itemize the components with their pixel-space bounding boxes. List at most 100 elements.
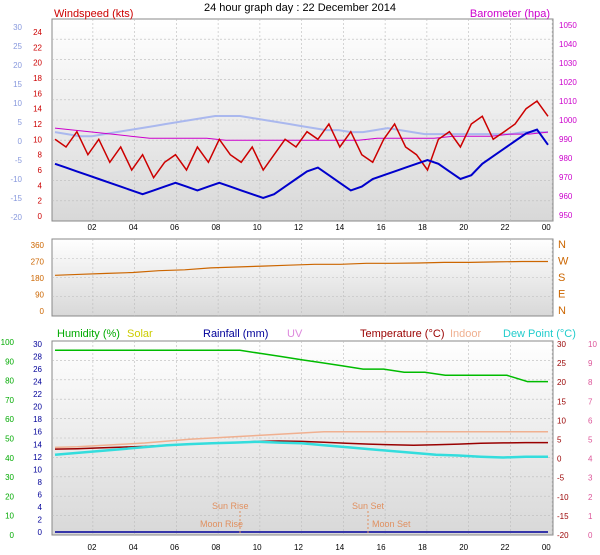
windspeed-tick: 24 (33, 28, 42, 37)
time-tick: 16 (377, 543, 386, 552)
windspeed-tick: 6 (38, 166, 43, 175)
rainfall-tick: 22 (33, 390, 42, 399)
rainfall-tick: 16 (33, 428, 42, 437)
time-tick: 06 (170, 223, 179, 232)
time-tick: 08 (211, 543, 220, 552)
humidity-tick: 0 (10, 531, 15, 540)
windspeed-tick: 14 (33, 105, 42, 114)
uv-tick: 9 (588, 359, 593, 368)
outer-left-tick: -5 (15, 156, 23, 165)
uv-tick: 7 (588, 397, 593, 406)
time-tick: 18 (418, 223, 427, 232)
legend-dewpoint: Dew Point (°C) (503, 328, 576, 340)
time-tick: 02 (88, 223, 97, 232)
outer-left-tick: 30 (13, 23, 22, 32)
compass-tick: W (558, 256, 569, 268)
temperature-tick: 15 (557, 397, 566, 406)
uv-tick: 2 (588, 493, 593, 502)
barometer-tick: 980 (559, 154, 573, 163)
rainfall-tick: 28 (33, 353, 42, 362)
barometer-tick: 1010 (559, 97, 577, 106)
barometer-tick: 1050 (559, 21, 577, 30)
uv-tick: 10 (588, 340, 597, 349)
rainfall-tick: 10 (33, 465, 42, 474)
humidity-tick: 60 (5, 415, 14, 424)
direction-tick: 360 (31, 241, 45, 250)
barometer-tick: 1030 (559, 59, 577, 68)
time-tick: 08 (211, 223, 220, 232)
indoor-line (54, 430, 548, 449)
direction-tick: 270 (31, 258, 45, 267)
barometer-tick: 960 (559, 192, 573, 201)
time-tick: 18 (418, 543, 427, 552)
windspeed-tick: 4 (38, 181, 43, 190)
rainfall-tick: 8 (38, 478, 43, 487)
uv-tick: 3 (588, 474, 593, 483)
time-tick: 12 (294, 543, 303, 552)
legend-solar: Solar (127, 328, 153, 340)
time-tick: 00 (542, 223, 551, 232)
gust-line (54, 128, 549, 200)
rainfall-tick: 30 (33, 340, 42, 349)
windspeed-tick: 8 (38, 151, 43, 160)
time-tick: 10 (253, 223, 262, 232)
windspeed-tick: 0 (38, 212, 43, 221)
humidity-tick: 40 (5, 454, 14, 463)
time-tick: 22 (501, 223, 510, 232)
temperature-tick: 10 (557, 416, 566, 425)
outer-left-tick: 10 (13, 99, 22, 108)
barometer-tick: 990 (559, 135, 573, 144)
legend-temperature: Temperature (°C) (360, 328, 444, 340)
moon-rise-label: Moon Rise (200, 519, 243, 529)
barometer-tick: 950 (559, 211, 573, 220)
windspeed-axis-label: Windspeed (kts) (54, 8, 133, 20)
temperature-tick: 0 (557, 455, 562, 464)
temperature-tick: -10 (557, 493, 569, 502)
barometer-tick: 1020 (559, 78, 577, 87)
time-tick: 00 (542, 543, 551, 552)
humidity-tick: 90 (5, 357, 14, 366)
barometer-tick: 1000 (559, 116, 577, 125)
moon-set-label: Moon Set (372, 519, 411, 529)
outer-left-tick: 15 (13, 80, 22, 89)
windspeed-tick: 16 (33, 89, 42, 98)
sun-set-label: Sun Set (352, 501, 385, 511)
windspeed-tick: 12 (33, 120, 42, 129)
windspeed-tick: 2 (38, 197, 43, 206)
direction-tick: 0 (40, 307, 45, 316)
outer-left-tick: 25 (13, 42, 22, 51)
time-tick: 14 (335, 543, 344, 552)
rainfall-tick: 20 (33, 403, 42, 412)
direction-line (54, 260, 548, 276)
outer-left-tick: 20 (13, 61, 22, 70)
humidity-tick: 80 (5, 377, 14, 386)
barometer-tick: 1040 (559, 40, 577, 49)
time-tick: 20 (459, 223, 468, 232)
uv-tick: 8 (588, 378, 593, 387)
rainfall-tick: 24 (33, 378, 42, 387)
compass-tick: N (558, 239, 566, 251)
compass-tick: N (558, 305, 566, 317)
rainfall-tick: 12 (33, 453, 42, 462)
time-tick: 04 (129, 223, 138, 232)
rainfall-tick: 0 (38, 528, 43, 537)
time-tick: 02 (88, 543, 97, 552)
humidity-tick: 10 (5, 512, 14, 521)
direction-tick: 180 (31, 274, 45, 283)
rainfall-tick: 26 (33, 365, 42, 374)
humidity-tick: 70 (5, 396, 14, 405)
legend-rainfall: Rainfall (mm) (203, 328, 268, 340)
chart-title: 24 hour graph day : 22 December 2014 (204, 2, 396, 14)
sun-rise-label: Sun Rise (212, 501, 249, 511)
windspeed-tick: 22 (33, 43, 42, 52)
outer-left-tick: -10 (10, 175, 22, 184)
uv-tick: 0 (588, 531, 593, 540)
temperature-tick: -5 (557, 474, 565, 483)
windspeed-line (54, 99, 549, 180)
temperature-tick: 30 (557, 340, 566, 349)
compass-tick: E (558, 289, 565, 301)
windspeed-tick: 10 (33, 135, 42, 144)
uv-tick: 1 (588, 512, 593, 521)
